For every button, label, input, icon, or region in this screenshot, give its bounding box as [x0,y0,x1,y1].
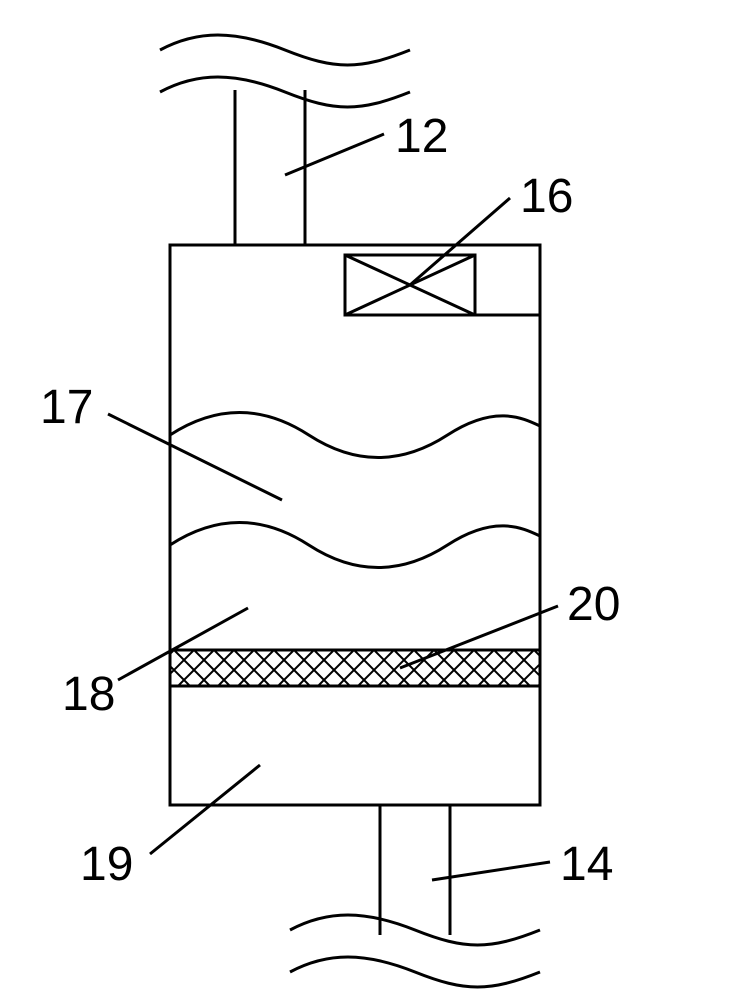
label-14: 14 [560,838,613,891]
wave-lower [170,523,540,568]
label-18: 18 [62,668,115,721]
label-12: 12 [395,110,448,163]
bottom-break-upper [290,915,540,945]
label-16: 16 [520,170,573,223]
wave-upper [170,413,540,458]
label-17: 17 [40,381,93,434]
top-break-lower [160,77,410,107]
leader-19 [150,765,260,854]
leader-18 [118,608,248,680]
main-box [170,245,540,805]
label-20: 20 [567,578,620,631]
leader-20 [400,606,558,668]
leader-12 [285,134,384,175]
mesh-band [98,650,610,686]
top-break-upper [160,35,410,65]
label-19: 19 [80,838,133,891]
leader-17 [108,414,282,500]
bottom-break-lower [290,957,540,987]
leader-16 [410,198,510,285]
